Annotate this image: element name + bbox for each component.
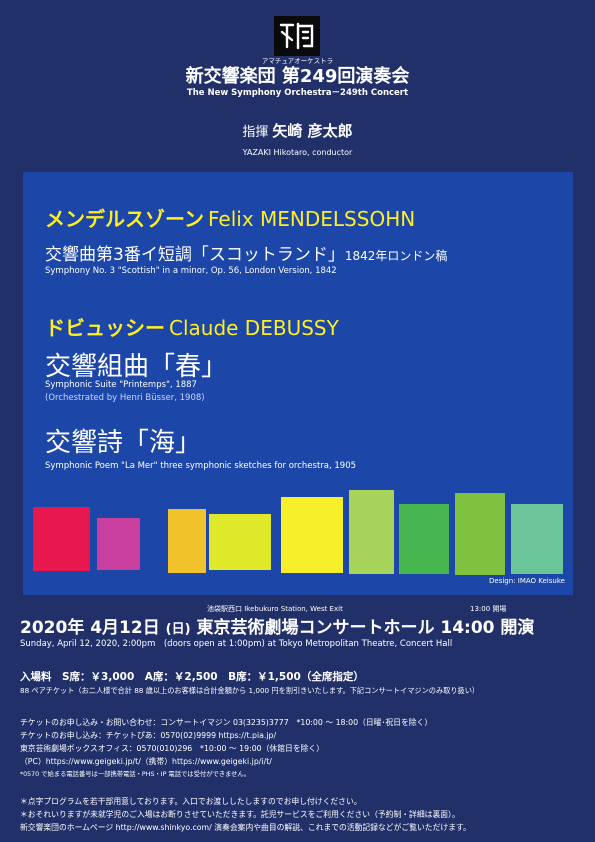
composer-name-en: Felix MENDELSSOHN: [208, 207, 416, 231]
composer-debussy: ドビュッシー Claude DEBUSSY: [45, 312, 339, 341]
concert-title: 新交響楽団 第249回演奏会: [185, 66, 410, 87]
conductor-name: 矢崎 彦太郎: [272, 122, 353, 140]
color-block: [455, 493, 505, 575]
color-block: [33, 507, 90, 571]
conductor-en: YAZAKI Hikotaro, conductor: [242, 148, 353, 157]
event-start: 14:00 開演: [440, 618, 535, 638]
event-date-en: Sunday, April 12, 2020, 2:00pm (doors op…: [20, 639, 453, 649]
footer-line: 新交響楽団のホームページ http://www.shinkyo.com/ 演奏会…: [20, 823, 471, 832]
color-block: [168, 509, 206, 573]
design-credit: Design: IMAO Keisuke: [489, 577, 565, 585]
work-title-en: Symphony No. 3 "Scottish" in a minor, Op…: [45, 266, 337, 276]
work-title-ja: 交響詩「海」: [45, 428, 202, 458]
event-weekday: (日): [165, 622, 191, 637]
ticket-price: 入場料 S席：￥3,000 A席：￥2,500 B席：￥1,500（全席指定）: [20, 671, 364, 683]
footer-line: ＊点字プログラムを若干部用意しております。入口でお渡ししたしますのでお申し付けく…: [20, 797, 362, 806]
ticket-info-line: 東京芸術劇場ボックスオフィス：0570(010)296 *10:00 ～ 19:…: [20, 744, 325, 753]
color-block: [209, 514, 271, 570]
event-date: 2020年 4月12日: [20, 618, 160, 638]
program-panel: メンデルスゾーン Felix MENDELSSOHN 交響曲第3番イ短調「スコット…: [23, 172, 573, 595]
work-title-en: Symphonic Poem "La Mer" three symphonic …: [45, 461, 357, 471]
color-blocks-artwork: [33, 490, 563, 575]
title-furigana: アマチュアオーケストラ: [261, 57, 334, 65]
orchestra-logo-icon: [274, 16, 320, 56]
work-title-en: Symphonic Suite "Printemps", 1887: [45, 380, 197, 390]
composer-name-ja: ドビュッシー: [45, 316, 165, 340]
ticket-info-line: （PC）https://www.geigeki.jp/t/（携帯）https:/…: [20, 757, 272, 766]
color-block: [349, 490, 394, 574]
color-block: [511, 504, 563, 574]
composer-mendelssohn: メンデルスゾーン Felix MENDELSSOHN: [45, 203, 415, 232]
ticket-info-line: チケットのお申し込み：チケットぴあ：0570(02)9999 https://t…: [20, 731, 277, 740]
color-block: [281, 497, 343, 573]
concert-subtitle: The New Symphony Orchestra－249th Concert: [186, 88, 409, 98]
work-title-main: 交響曲第3番イ短調「スコットランド」: [45, 245, 345, 265]
work-title-ja: 交響曲第3番イ短調「スコットランド」1842年ロンドン稿: [45, 240, 447, 265]
conductor: 指揮 矢崎 彦太郎: [0, 120, 595, 141]
event-date-venue: 2020年 4月12日 (日) 東京芸術劇場コンサートホール 14:00 開演: [20, 613, 534, 638]
conductor-label: 指揮: [242, 125, 269, 140]
phone-note: *0570 で始まる電話番号は一部携帯電話・PHS・IP 電話では受付ができませ…: [20, 771, 251, 778]
footer-line: ＊おそれいりますが未就学児のご入場はお断りさせていただきます。託児サービスをご利…: [20, 810, 460, 819]
color-block: [97, 518, 140, 570]
pair-ticket-note: 88 ペアチケット（お二人様で合計 88 歳以上のお客様は合計金額から 1,00…: [20, 686, 480, 695]
work-title-ja: 交響組曲「春」: [45, 352, 228, 382]
composer-name-ja: メンデルスゾーン: [45, 207, 204, 231]
work-title-small: 1842年ロンドン稿: [344, 249, 448, 263]
work-note: (Orchestrated by Henri Büsser, 1908): [45, 393, 205, 403]
venue-access: 池袋駅西口 Ikebukuro Station, West Exit: [207, 605, 343, 613]
composer-name-en: Claude DEBUSSY: [169, 316, 339, 340]
doors-open-time: 13:00 開場: [470, 605, 507, 613]
event-venue: 東京芸術劇場コンサートホール: [196, 618, 435, 638]
color-block: [399, 504, 449, 574]
ticket-info-line: チケットのお申し込み・お問い合わせ：コンサートイマジン 03(3235)3777…: [20, 718, 433, 727]
